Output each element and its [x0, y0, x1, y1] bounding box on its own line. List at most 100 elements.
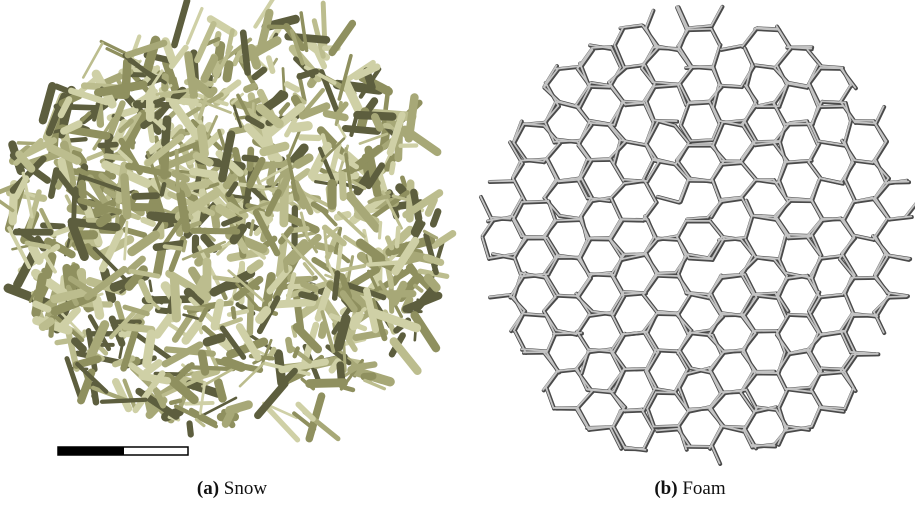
snow-strand [247, 86, 254, 89]
foam-strut [658, 273, 675, 274]
foam-strut [678, 46, 691, 67]
foam-strut [844, 201, 853, 218]
foam-strut [489, 181, 513, 182]
foam-strut [644, 180, 656, 202]
foam-strut [544, 181, 557, 197]
panel-label: (b) [654, 478, 677, 499]
snow-strand [75, 341, 83, 349]
foam-strut [855, 122, 875, 123]
snow-strand [165, 120, 167, 144]
snow-strand [302, 294, 315, 297]
foam-strut [577, 391, 592, 408]
foam-strut [741, 257, 757, 273]
foam-strut [547, 159, 559, 181]
foam-strut [679, 333, 691, 350]
snow-strand [353, 365, 375, 368]
snow-strand [157, 251, 161, 274]
foam-strut [752, 445, 775, 446]
foam-strut [757, 28, 778, 29]
caption-a: (a) Snow [197, 478, 267, 499]
snow-strand [202, 354, 205, 372]
foam-strut [711, 408, 722, 425]
foam-strut [609, 67, 626, 82]
foam-strut [545, 122, 554, 141]
snow-strand [143, 220, 152, 224]
snow-strand [188, 9, 202, 44]
foam-strut [777, 66, 787, 85]
snow-strand [243, 33, 247, 73]
foam-strut [609, 124, 625, 142]
foam-strut [580, 258, 590, 278]
foam-strut [822, 101, 845, 102]
snow-strand [282, 362, 326, 370]
foam-strut [543, 220, 556, 236]
snow-strand [225, 361, 241, 367]
snow-strand [52, 228, 71, 235]
panel-caption: Foam [682, 478, 726, 499]
snow-strand [100, 218, 107, 223]
snow-strand [43, 86, 52, 120]
snow-strand [226, 414, 231, 424]
snow-strand [201, 292, 207, 297]
foam-strut [690, 140, 712, 141]
foam-strut [742, 28, 756, 47]
foam-strut [808, 349, 821, 371]
foam-strut [874, 275, 887, 293]
snow-strand [186, 308, 205, 310]
foam-strut [658, 238, 678, 239]
snow-strand [36, 304, 48, 309]
snow-strand [43, 321, 51, 327]
foam-strut [711, 426, 722, 445]
snow-strand [295, 348, 298, 356]
foam-strut [624, 292, 646, 293]
snow-strand [434, 234, 452, 246]
snow-strand [99, 105, 100, 125]
snow-strand [189, 367, 234, 369]
foam-strut [581, 201, 592, 216]
snow-strand [142, 376, 167, 380]
foam-strut [624, 368, 646, 369]
snow-strand [303, 284, 315, 289]
foam-strut [587, 427, 610, 428]
snow-strand [57, 341, 66, 342]
foam-strut [609, 82, 626, 104]
snow-strand [322, 325, 324, 335]
foam-strut [776, 314, 788, 334]
foam-strut [679, 68, 691, 84]
foam-strut [653, 47, 677, 48]
snow-strand [280, 240, 284, 275]
snow-strand [97, 300, 100, 315]
snow-strand [415, 286, 421, 291]
snow-strand [287, 84, 297, 89]
foam-strut [875, 142, 886, 160]
foam-strut [609, 389, 625, 411]
snow-strand [394, 341, 418, 370]
snow-strand [124, 177, 127, 215]
snow-strand [177, 134, 188, 135]
foam-strut [742, 162, 756, 179]
foam-strut [611, 197, 622, 220]
snow-strand [426, 257, 440, 262]
snow-strand [190, 423, 191, 434]
foam-strut [558, 295, 578, 296]
foam-strut [711, 29, 719, 45]
snow-strand [18, 143, 36, 144]
snow-strand [149, 403, 151, 413]
snow-strand [245, 158, 256, 159]
snow-strand [251, 264, 259, 270]
foam-strut [581, 50, 592, 66]
foam-strut [643, 295, 658, 314]
foam-strut [577, 275, 592, 297]
snow-strand [428, 278, 436, 287]
snow-strand [342, 387, 353, 390]
snow-strand [133, 131, 134, 148]
foam-strut [688, 29, 711, 30]
foam-strut [590, 86, 609, 87]
foam-strut [709, 352, 723, 369]
foam-strut [624, 254, 646, 255]
foam-strut [577, 142, 591, 161]
snow-strand [171, 401, 180, 403]
snow-strand [227, 175, 233, 185]
snow-strand [255, 70, 264, 77]
foam-strut [708, 277, 721, 295]
